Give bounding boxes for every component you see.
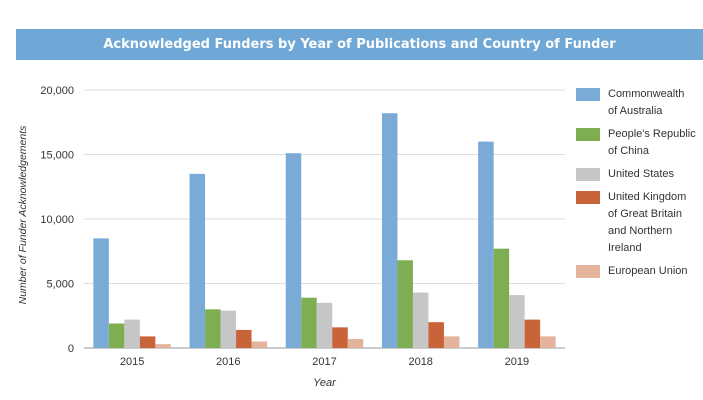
legend-label: United Kingdom of Great Britain and Northe… xyxy=(608,191,687,254)
legend-swatch xyxy=(576,88,600,101)
bar xyxy=(540,336,556,348)
y-tick-label: 10,000 xyxy=(40,214,74,226)
bar xyxy=(412,292,429,348)
bar xyxy=(524,319,541,348)
y-tick-label: 20,000 xyxy=(40,85,74,97)
bar xyxy=(205,309,221,348)
legend-swatch xyxy=(576,191,600,204)
legend-item: United States xyxy=(576,166,703,183)
legend-label: People's Republic of China xyxy=(608,128,696,157)
chart-title: Acknowledged Funders by Year of Publicat… xyxy=(103,37,616,52)
bar xyxy=(332,327,348,348)
x-axis-title: Year xyxy=(313,377,337,389)
bar xyxy=(509,295,525,348)
legend-swatch xyxy=(576,265,600,278)
bar xyxy=(285,153,302,348)
legend-label: European Union xyxy=(608,265,688,277)
legend-swatch xyxy=(576,128,600,141)
bar xyxy=(347,338,364,348)
bar xyxy=(124,319,140,348)
legend-label: United States xyxy=(608,168,675,180)
legend: Commonwealth of Australia People's Republi… xyxy=(576,86,703,286)
legend-label: Commonwealth of Australia xyxy=(608,88,685,117)
legend-item: People's Republic of China xyxy=(576,126,703,160)
bar xyxy=(108,323,125,348)
bar xyxy=(251,341,268,348)
bar xyxy=(316,302,333,348)
legend-item: United Kingdom of Great Britain and Northe… xyxy=(576,189,703,257)
bar xyxy=(189,173,206,348)
bar xyxy=(301,297,317,348)
x-tick-label: 2015 xyxy=(120,356,144,368)
x-tick-label: 2017 xyxy=(312,356,336,368)
x-tick-label: 2019 xyxy=(505,356,529,368)
bar xyxy=(428,322,444,348)
bar xyxy=(220,310,237,348)
bar xyxy=(139,336,156,348)
y-axis-title: Number of Funder Acknowledgements xyxy=(17,125,29,305)
bar xyxy=(493,248,510,348)
x-tick-label: 2018 xyxy=(408,356,432,368)
legend-swatch xyxy=(576,168,600,181)
y-tick-label: 15,000 xyxy=(40,150,74,162)
bar xyxy=(478,141,494,348)
legend-item: Commonwealth of Australia xyxy=(576,86,703,120)
chart-title-bar: Acknowledged Funders by Year of Publicat… xyxy=(16,29,703,60)
bar xyxy=(397,260,413,348)
y-tick-label: 0 xyxy=(68,343,74,355)
bar xyxy=(381,113,398,348)
bar xyxy=(443,336,460,348)
bar xyxy=(93,238,109,348)
x-tick-label: 2016 xyxy=(216,356,240,368)
y-tick-label: 5,000 xyxy=(46,279,74,291)
bar xyxy=(236,329,252,348)
legend-item: European Union xyxy=(576,263,703,280)
bar xyxy=(155,344,171,348)
